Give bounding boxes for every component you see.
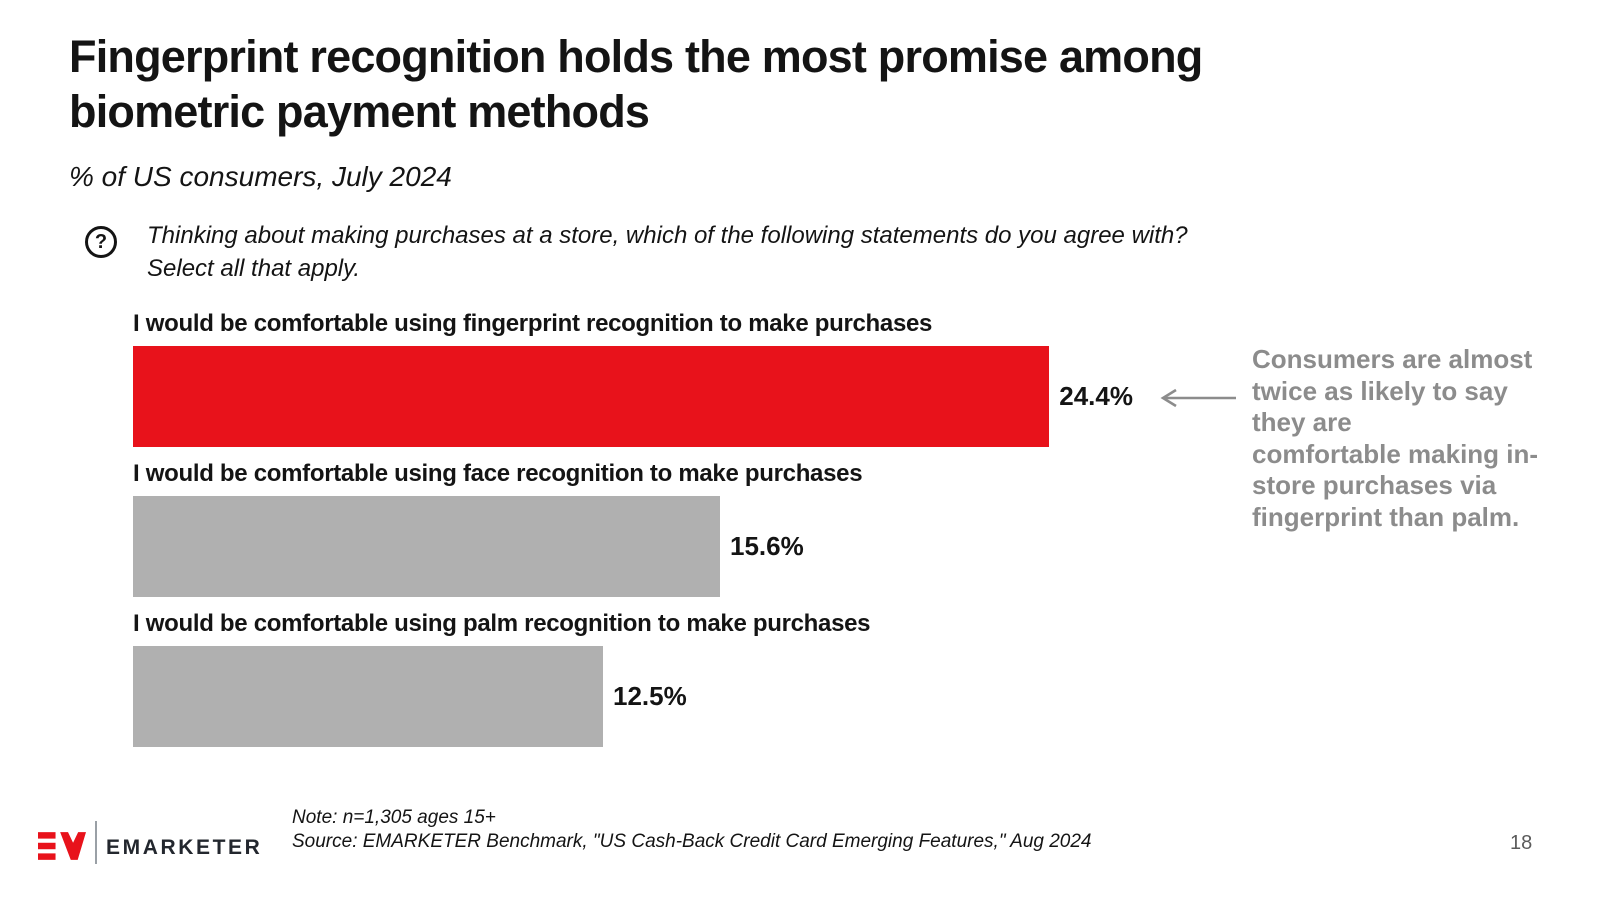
question-mark-glyph: ? xyxy=(94,230,108,253)
bar-chart: I would be comfortable using fingerprint… xyxy=(133,311,1133,761)
bar-value-label: 15.6% xyxy=(730,531,804,561)
bar-value-label: 12.5% xyxy=(613,681,687,711)
page-number: 18 xyxy=(1510,832,1533,854)
note-text: Note: n=1,305 ages 15+ xyxy=(292,807,496,828)
chart-annotation: Consumers are almost twice as likely to … xyxy=(1252,344,1539,532)
bar-track: 12.5% xyxy=(133,646,1133,747)
bar-track: 24.4% xyxy=(133,346,1133,447)
bar-track: 15.6% xyxy=(133,496,1133,597)
chart-row-face: I would be comfortable using face recogn… xyxy=(133,461,1133,597)
logo-divider xyxy=(95,821,97,864)
bar-label: I would be comfortable using palm recogn… xyxy=(133,610,871,637)
chart-subtitle: % of US consumers, July 2024 xyxy=(69,161,452,192)
emarketer-wordmark: EMARKETER xyxy=(106,836,263,859)
bar-label: I would be comfortable using face recogn… xyxy=(133,460,863,487)
bar-palm xyxy=(133,646,603,747)
chart-row-fingerprint: I would be comfortable using fingerprint… xyxy=(133,311,1133,447)
question-mark-icon: ? xyxy=(85,226,117,258)
bar-value-label: 24.4% xyxy=(1059,381,1133,411)
bar-fingerprint xyxy=(133,346,1050,447)
bar-label: I would be comfortable using fingerprint… xyxy=(133,310,933,337)
bar-face xyxy=(133,496,720,597)
emarketer-logo-icon xyxy=(38,832,86,860)
source-text: Source: EMARKETER Benchmark, "US Cash-Ba… xyxy=(292,831,1092,852)
chart-row-palm: I would be comfortable using palm recogn… xyxy=(133,611,1133,747)
page-title: Fingerprint recognition holds the most p… xyxy=(69,31,1203,137)
survey-question-text: Thinking about making purchases at a sto… xyxy=(147,222,1188,282)
left-arrow-icon xyxy=(1160,388,1236,408)
footer-notes: Note: n=1,305 ages 15+ Source: EMARKETER… xyxy=(292,806,1092,854)
